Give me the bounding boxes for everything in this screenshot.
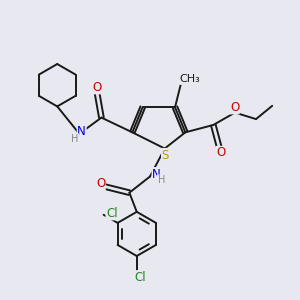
Text: H: H	[158, 175, 165, 185]
Text: S: S	[162, 148, 169, 161]
Text: H: H	[71, 134, 79, 144]
Text: Cl: Cl	[134, 271, 146, 284]
Text: O: O	[96, 177, 105, 190]
Text: O: O	[230, 101, 239, 114]
Text: O: O	[92, 81, 102, 94]
Text: N: N	[152, 168, 161, 181]
Text: O: O	[216, 146, 225, 159]
Text: Cl: Cl	[106, 207, 118, 220]
Text: CH₃: CH₃	[179, 74, 200, 84]
Text: N: N	[77, 125, 86, 138]
